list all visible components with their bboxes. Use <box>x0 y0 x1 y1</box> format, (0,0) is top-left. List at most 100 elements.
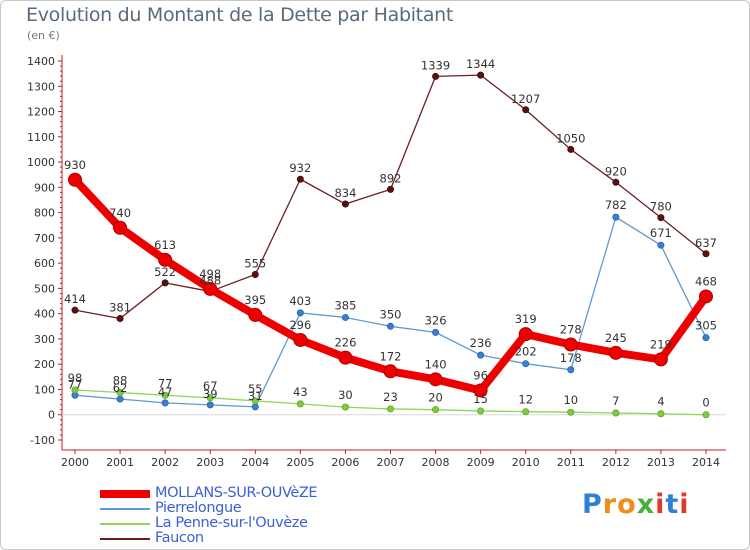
label-mollans: 468 <box>695 274 717 288</box>
point-pierrelongue <box>522 360 530 368</box>
point-pierrelongue <box>612 213 620 221</box>
point-faucon <box>702 250 710 258</box>
label-pierrelongue: 671 <box>650 226 672 240</box>
point-la-penne <box>522 408 530 416</box>
point-faucon <box>116 314 124 322</box>
point-la-penne <box>206 394 214 402</box>
point-la-penne <box>567 408 575 416</box>
label-mollans: 740 <box>109 206 131 220</box>
point-mollans <box>698 289 713 304</box>
y-tick-label: 1000 <box>27 156 55 169</box>
label-pierrelongue: 305 <box>695 319 717 333</box>
y-tick-label: 300 <box>34 333 55 346</box>
logo-letter: r <box>602 489 618 520</box>
point-pierrelongue <box>206 401 214 409</box>
label-la-penne: 20 <box>428 391 443 405</box>
point-la-penne <box>116 388 124 396</box>
legend-label-la-penne: La Penne-sur-l'Ouvèze <box>155 515 308 531</box>
label-mollans: 319 <box>515 312 537 326</box>
label-la-penne: 43 <box>293 385 308 399</box>
legend-label-faucon: Faucon <box>155 530 204 546</box>
point-pierrelongue <box>341 313 349 321</box>
point-pierrelongue <box>386 322 394 330</box>
label-mollans: 96 <box>473 368 488 382</box>
point-mollans <box>248 307 263 322</box>
y-tick-label: 900 <box>34 181 55 194</box>
point-pierrelongue <box>116 395 124 403</box>
logo-letter: i <box>679 489 690 520</box>
x-tick-label: 2001 <box>106 456 134 469</box>
label-la-penne: 55 <box>248 382 263 396</box>
y-tick-label: 700 <box>34 232 55 245</box>
point-faucon <box>477 71 485 79</box>
point-mollans <box>203 281 218 296</box>
point-faucon <box>251 271 259 279</box>
label-pierrelongue: 236 <box>470 336 492 350</box>
label-faucon: 414 <box>64 292 86 306</box>
label-faucon: 637 <box>695 236 717 250</box>
y-tick-label: 1200 <box>27 106 55 119</box>
label-mollans: 395 <box>244 293 266 307</box>
label-la-penne: 4 <box>657 395 664 409</box>
label-la-penne: 7 <box>612 394 619 408</box>
label-mollans: 498 <box>199 267 221 281</box>
point-mollans <box>608 345 623 360</box>
label-faucon: 381 <box>109 300 131 314</box>
x-tick-label: 2008 <box>422 456 450 469</box>
x-tick-label: 2002 <box>151 456 179 469</box>
x-tick-label: 2000 <box>61 456 89 469</box>
point-pierrelongue <box>161 399 169 407</box>
point-pierrelongue <box>567 366 575 374</box>
label-la-penne: 98 <box>68 371 83 385</box>
label-faucon: 780 <box>650 200 672 214</box>
point-faucon <box>386 185 394 193</box>
y-tick-label: 100 <box>34 383 55 396</box>
point-la-penne <box>657 410 665 418</box>
point-pierrelongue <box>657 241 665 249</box>
y-tick-label: 1400 <box>27 55 55 68</box>
label-pierrelongue: 202 <box>515 345 537 359</box>
point-faucon <box>522 106 530 114</box>
x-tick-label: 2003 <box>196 456 224 469</box>
label-pierrelongue: 178 <box>560 351 582 365</box>
point-mollans <box>653 352 668 367</box>
point-la-penne <box>702 411 710 419</box>
legend-label-mollans: MOLLANS-SUR-OUVèZE <box>155 485 318 501</box>
label-mollans: 245 <box>605 331 627 345</box>
label-faucon: 892 <box>380 171 402 185</box>
point-faucon <box>567 145 575 153</box>
y-tick-label: 600 <box>34 257 55 270</box>
label-pierrelongue: 385 <box>334 298 356 312</box>
y-tick-label: 1100 <box>27 131 55 144</box>
label-faucon: 1344 <box>466 57 495 71</box>
label-mollans: 226 <box>334 336 356 350</box>
label-faucon: 834 <box>334 186 356 200</box>
point-la-penne <box>432 406 440 414</box>
point-mollans <box>518 327 533 342</box>
label-faucon: 1050 <box>556 131 585 145</box>
point-pierrelongue <box>477 351 485 359</box>
x-tick-label: 2013 <box>647 456 675 469</box>
y-tick-label: 500 <box>34 282 55 295</box>
label-pierrelongue: 403 <box>289 294 311 308</box>
point-faucon <box>341 200 349 208</box>
logo-letter: t <box>665 489 680 520</box>
point-mollans <box>293 332 308 347</box>
y-tick-label: 0 <box>48 409 55 422</box>
label-pierrelongue: 782 <box>605 198 627 212</box>
y-tick-label: 800 <box>34 207 55 220</box>
point-mollans <box>383 364 398 379</box>
chart-title: Evolution du Montant de la Dette par Hab… <box>26 4 454 26</box>
point-faucon <box>161 279 169 287</box>
point-mollans <box>473 383 488 398</box>
logo-letter: x <box>636 489 656 520</box>
point-la-penne <box>71 386 79 394</box>
label-faucon: 920 <box>605 164 627 178</box>
label-la-penne: 77 <box>158 376 173 390</box>
series-line-0 <box>74 74 707 320</box>
legend-swatch-la-penne <box>100 523 150 525</box>
label-mollans: 296 <box>289 318 311 332</box>
x-tick-label: 2012 <box>602 456 630 469</box>
label-mollans: 140 <box>425 357 447 371</box>
